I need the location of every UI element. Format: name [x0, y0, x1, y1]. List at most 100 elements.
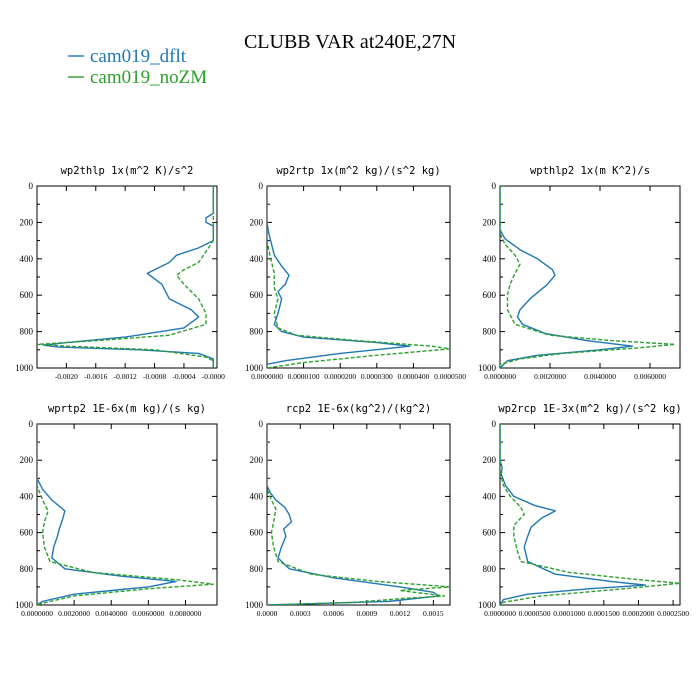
- y-tick-label: 600: [250, 528, 264, 538]
- x-tick-label: 0.0000000: [484, 609, 516, 618]
- series-line-cam019_dflt: [43, 186, 215, 368]
- x-tick-label: 0.0000000: [484, 372, 516, 381]
- x-tick-label: 0.0009: [357, 609, 378, 618]
- series-line-cam019_dflt: [267, 186, 411, 368]
- y-tick-label: 600: [20, 528, 34, 538]
- x-tick-label: 0.0000100: [288, 372, 320, 381]
- x-tick-label: 0.0020000: [58, 609, 90, 618]
- plot-frame: [499, 423, 681, 606]
- panel-title: rcp2 1E-6x(kg^2)/(kg^2): [286, 403, 431, 415]
- y-tick-label: 0: [259, 419, 264, 429]
- x-tick-label: -0.0004: [172, 372, 195, 381]
- y-tick-label: 600: [483, 290, 497, 300]
- y-tick-label: 0: [492, 181, 497, 191]
- panel-5: rcp2 1E-6x(kg^2)/(kg^2) 0 200 400 600 800 1000…: [245, 403, 451, 618]
- x-tick-label: 0.0015: [423, 609, 444, 618]
- series-line-cam019_dflt: [37, 424, 177, 605]
- x-tick-label: 0.0001500: [588, 609, 620, 618]
- x-tick-label: -0.0020: [55, 372, 78, 381]
- series-line-cam019_noZM: [267, 186, 450, 368]
- series-line-cam019_dflt: [500, 424, 647, 605]
- panel-title: wp2rtp 1x(m^2 kg)/(s^2 kg): [276, 165, 440, 177]
- x-tick-label: 0.0001000: [553, 609, 585, 618]
- y-tick-label: 600: [483, 528, 497, 538]
- y-tick-label: 200: [483, 455, 497, 465]
- y-tick-label: 600: [20, 290, 34, 300]
- x-tick-label: 0.0000000: [251, 372, 283, 381]
- y-tick-label: 200: [250, 217, 264, 227]
- x-tick-label: 0.0000400: [397, 372, 429, 381]
- y-tick-label: 200: [20, 217, 34, 227]
- y-tick-label: 0: [259, 181, 264, 191]
- x-tick-label: -0.0008: [143, 372, 166, 381]
- y-tick-label: 1000: [15, 363, 34, 373]
- y-tick-label: 1000: [478, 600, 497, 610]
- x-tick-label: 0.0000500: [434, 372, 466, 381]
- y-tick-label: 800: [250, 564, 264, 574]
- series-line-cam019_noZM: [500, 424, 680, 605]
- y-tick-label: 400: [20, 491, 34, 501]
- series-line-cam019_noZM: [500, 186, 676, 368]
- panel-1: wp2thlp 1x(m^2 K)/s^2 0 200 400 600 800 1000 -0…: [15, 165, 225, 381]
- x-tick-label: -0.0012: [114, 372, 137, 381]
- y-tick-label: 1000: [478, 363, 497, 373]
- series-line-cam019_noZM: [37, 424, 214, 605]
- x-tick-label: 0.0040000: [95, 609, 127, 618]
- y-tick-label: 800: [483, 564, 497, 574]
- x-tick-label: 0.0000000: [21, 609, 53, 618]
- y-tick-label: 1000: [15, 600, 34, 610]
- x-tick-label: 0.0060000: [634, 372, 666, 381]
- y-tick-label: 0: [29, 419, 34, 429]
- panel-3: wpthlp2 1x(m K^2)/s020040060080010000.00…: [478, 165, 681, 381]
- y-tick-label: 200: [250, 455, 264, 465]
- series-line-cam019_dflt: [267, 424, 440, 605]
- plot-frame: [266, 423, 451, 606]
- y-tick-label: 800: [250, 327, 264, 337]
- series-line-cam019_dflt: [500, 186, 634, 368]
- legend-label-cam019_dflt: cam019_dflt: [90, 46, 187, 67]
- panel-6: wp2rcp 1E-3x(m^2 kg)/(s^2 kg)0 200 400 600 8…: [478, 403, 689, 618]
- y-tick-label: 1000: [245, 363, 264, 373]
- panel-title: wp2rcp 1E-3x(m^2 kg)/(s^2 kg): [498, 403, 681, 415]
- y-tick-label: 400: [20, 254, 34, 264]
- panel-title: wprtp2 1E-6x(m kg)/(s kg): [48, 403, 206, 415]
- plot-frame: [36, 185, 218, 369]
- figure-title: CLUBB VAR at240E,27N: [244, 31, 456, 53]
- y-tick-label: 400: [483, 491, 497, 501]
- series-line-cam019_noZM: [37, 186, 215, 368]
- y-tick-label: 800: [20, 327, 34, 337]
- x-tick-label: 0.0060000: [132, 609, 164, 618]
- panel-title: wp2thlp 1x(m^2 K)/s^2: [61, 165, 194, 177]
- y-tick-label: 600: [250, 290, 264, 300]
- x-tick-label: 0.0006: [323, 609, 344, 618]
- x-tick-label: 0.0002500: [657, 609, 689, 618]
- x-tick-label: 0.0080000: [170, 609, 202, 618]
- panel-title: wpthlp2 1x(m K^2)/s: [530, 165, 650, 177]
- series-line-cam019_noZM: [267, 424, 450, 605]
- y-tick-label: 400: [483, 254, 497, 264]
- x-tick-label: 0.0040000: [584, 372, 616, 381]
- y-tick-label: 400: [250, 491, 264, 501]
- y-tick-label: 800: [483, 327, 497, 337]
- x-tick-label: 0.0000300: [361, 372, 393, 381]
- panels: wp2thlp 1x(m^2 K)/s^2 0 200 400 600 800 1000 -0…: [15, 165, 689, 618]
- y-tick-label: 400: [250, 254, 264, 264]
- y-tick-label: 800: [20, 564, 34, 574]
- x-tick-label: -0.0016: [84, 372, 107, 381]
- y-tick-label: 0: [29, 181, 34, 191]
- x-tick-label: 0.0000500: [519, 609, 551, 618]
- x-tick-label: 0.0012: [390, 609, 411, 618]
- y-tick-label: 200: [20, 455, 34, 465]
- y-tick-label: 200: [483, 217, 497, 227]
- panel-2: wp2rtp 1x(m^2 kg)/(s^2 kg) 0 200 400 600 800 1…: [245, 165, 466, 381]
- x-tick-label: 0.0003: [290, 609, 311, 618]
- x-tick-label: 0.0000200: [324, 372, 356, 381]
- panel-4: wprtp2 1E-6x(m kg)/(s kg) 0 200 400 600 800 10…: [15, 403, 218, 618]
- x-tick-label: 0.0000: [257, 609, 278, 618]
- y-tick-label: 1000: [245, 600, 264, 610]
- x-tick-label: 0.0002000: [623, 609, 655, 618]
- y-tick-label: 0: [492, 419, 497, 429]
- legend-label-cam019_noZM: cam019_noZM: [90, 67, 207, 88]
